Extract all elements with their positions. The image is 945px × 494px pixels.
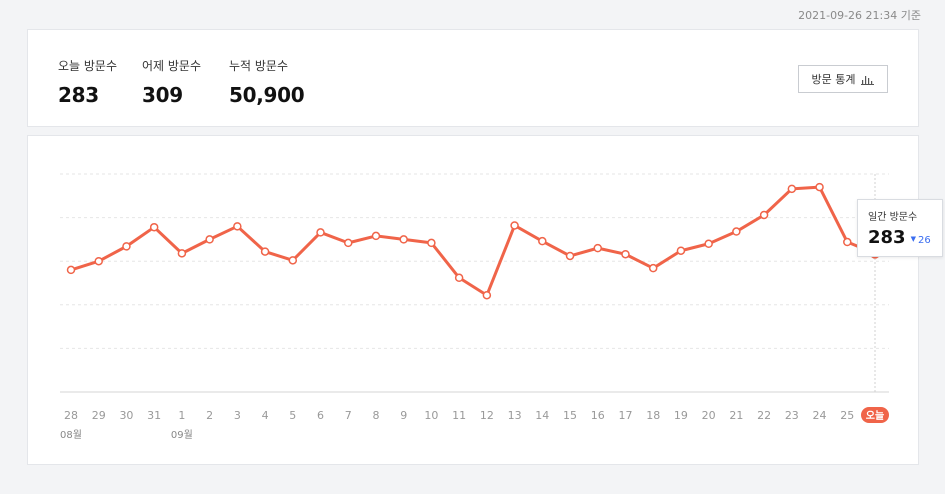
x-tick-label: 21 [729,409,743,422]
x-tick-label: 8 [372,409,379,422]
x-tick-label: 31 [147,409,161,422]
x-tick-label: 16 [591,409,605,422]
data-point [288,256,298,265]
visitor-stats-card: 오늘 방문수 283 어제 방문수 309 누적 방문수 50,900 방문 통… [27,29,919,127]
month-label: 09월 [171,429,193,441]
x-tick-label: 13 [508,409,522,422]
x-tick-label: 29 [92,409,106,422]
data-point [676,246,686,255]
tooltip-delta: ▼ 26 [911,235,931,246]
data-point [787,184,797,194]
data-point [759,210,769,220]
tooltip-value: 283 [868,227,906,248]
x-tick-label: 5 [289,409,296,422]
x-tick-label: 15 [563,409,577,422]
stat-yesterday-value: 309 [142,83,183,107]
x-tick-label: 30 [119,409,133,422]
data-point [427,238,436,248]
data-point [648,263,658,273]
x-tick-label: 4 [262,409,269,422]
data-point [621,249,630,259]
x-tick-label: 20 [702,409,716,422]
series-line [69,185,877,297]
x-tick-label: 24 [813,409,827,422]
data-point [538,236,547,246]
bar-chart-icon [861,75,875,85]
timestamp: 2021-09-26 21:34 기준 [798,9,921,22]
data-point [565,251,575,261]
data-point [593,243,603,253]
tooltip-delta-value: 26 [917,235,931,246]
daily-visits-tooltip: 일간 방문수 283 ▼ 26 [857,199,943,257]
data-point [343,238,353,248]
x-tick-label: 3 [234,409,241,422]
x-tick-label: 28 [64,409,78,422]
data-point [205,235,214,244]
data-point [371,231,381,241]
stat-yesterday-label: 어제 방문수 [142,59,202,73]
x-tick-label: 18 [646,409,660,422]
data-point [122,242,131,251]
data-point [94,256,103,266]
triangle-down-icon: ▼ [910,235,916,243]
daily-visits-chart-card: 28 29 30 31 1 2 3 4 5 6 7 8 9 10 11 12 13 14 15 16 17 18 19 20 2… [27,135,943,465]
stat-today-label: 오늘 방문수 [58,59,118,73]
data-point [177,249,187,258]
data-point [815,182,824,192]
x-tick-label: 19 [674,409,688,422]
stat-total-label: 누적 방문수 [229,59,289,73]
x-tick-label: 25 [840,409,854,422]
data-point [316,228,325,237]
data-point [149,222,159,232]
data-point [454,273,464,283]
x-tick-label: 2 [206,409,213,422]
x-tick-label: 12 [480,409,494,422]
stat-yesterday: 어제 방문수 309 [142,57,201,107]
x-tick-label: 14 [535,409,549,422]
x-tick-label: 17 [618,409,632,422]
x-tick-label-today: 오늘 [866,410,884,422]
data-point [704,239,713,249]
visit-stats-button-label: 방문 통계 [811,73,856,86]
data-point [732,227,741,236]
today-badge [861,407,889,423]
stat-today-value: 283 [58,83,99,107]
tooltip-label: 일간 방문수 [868,212,918,223]
stat-today: 오늘 방문수 283 [58,57,117,107]
data-point [66,265,76,275]
data-point [510,221,519,230]
x-tick-label: 9 [400,409,407,422]
visit-stats-button[interactable]: 방문 통계 [798,65,888,93]
x-tick-label: 6 [317,409,324,422]
data-point [399,235,408,244]
x-tick-label: 23 [785,409,799,422]
x-tick-label: 11 [452,409,466,422]
data-point [260,247,270,256]
month-label: 08월 [60,429,82,441]
x-tick-label: 7 [345,409,352,422]
x-tick-label: 10 [424,409,438,422]
x-tick-label: 22 [757,409,771,422]
stat-total-value: 50,900 [229,83,305,107]
data-point [843,237,852,247]
x-tick-label: 1 [178,409,185,422]
stat-total: 누적 방문수 50,900 [229,57,305,107]
daily-visits-chart: 28 29 30 31 1 2 3 4 5 6 7 8 9 10 11 12 13 14 15 16 17 18 19 20 2… [60,173,889,441]
data-point [482,290,492,300]
data-point [233,222,242,231]
